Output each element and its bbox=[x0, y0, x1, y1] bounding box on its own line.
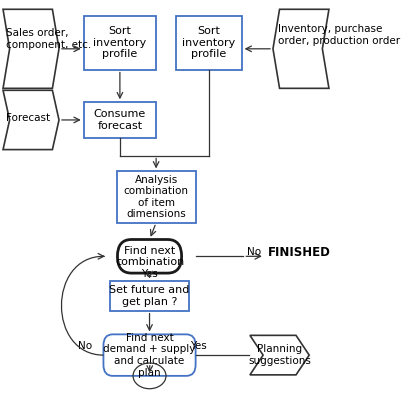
FancyBboxPatch shape bbox=[103, 334, 196, 376]
Text: No: No bbox=[246, 247, 261, 258]
Polygon shape bbox=[273, 9, 329, 88]
Polygon shape bbox=[3, 90, 59, 150]
Polygon shape bbox=[250, 336, 309, 375]
FancyBboxPatch shape bbox=[118, 240, 182, 273]
Text: Find next
demand + supply
and calculate
plan: Find next demand + supply and calculate … bbox=[103, 333, 196, 378]
Text: Analysis
combination
of item
dimensions: Analysis combination of item dimensions bbox=[124, 175, 189, 219]
Bar bbox=[176, 16, 242, 70]
Text: Find next
combination: Find next combination bbox=[115, 246, 184, 267]
Bar bbox=[110, 281, 189, 311]
Text: No: No bbox=[78, 341, 93, 351]
Text: Planning
suggestions: Planning suggestions bbox=[248, 344, 311, 366]
Text: Forecast: Forecast bbox=[6, 113, 50, 123]
Text: Sort
inventory
profile: Sort inventory profile bbox=[93, 26, 147, 59]
Bar bbox=[84, 16, 156, 70]
Text: Yes: Yes bbox=[191, 341, 207, 351]
Text: Inventory, purchase
order, production order: Inventory, purchase order, production or… bbox=[278, 24, 400, 46]
Text: Sales order,
component, etc.: Sales order, component, etc. bbox=[6, 28, 92, 50]
Polygon shape bbox=[3, 9, 59, 88]
Text: Sort
inventory
profile: Sort inventory profile bbox=[182, 26, 236, 59]
Text: Set future and
get plan ?: Set future and get plan ? bbox=[109, 285, 190, 306]
Text: Yes: Yes bbox=[141, 269, 158, 279]
Bar bbox=[84, 102, 156, 138]
Text: FINISHED: FINISHED bbox=[268, 246, 331, 259]
Bar bbox=[117, 171, 196, 223]
Text: Consume
forecast: Consume forecast bbox=[94, 109, 146, 131]
